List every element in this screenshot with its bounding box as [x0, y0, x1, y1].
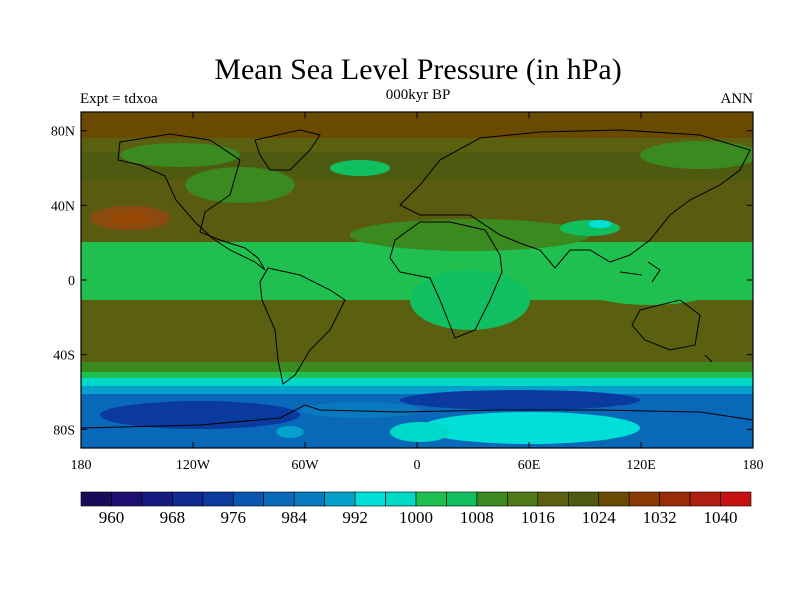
colorbar-label: 1000: [399, 508, 433, 527]
colorbar-swatch: [172, 491, 204, 507]
colorbar-label: 976: [221, 508, 247, 527]
lon-tick-label: 60E: [518, 458, 541, 473]
colorbar-label: 1016: [521, 508, 555, 527]
colorbar-swatch: [141, 491, 173, 507]
period-label: 000kyr BP: [385, 87, 451, 103]
experiment-label: Expt = tdxoa: [80, 91, 158, 107]
colorbar: 960 968 976 984 992 1000 1008 1016 1024 1032 1040: [80, 491, 752, 527]
colorbar-swatch: [507, 491, 539, 507]
lat-tick-label: 40N: [51, 199, 75, 214]
colorbar-swatch: [720, 491, 752, 507]
colorbar-label: 1032: [643, 508, 677, 527]
lat-tick-label: 0: [68, 274, 75, 289]
colorbar-swatch: [537, 491, 569, 507]
colorbar-swatch: [689, 491, 721, 507]
colorbar-swatch: [232, 491, 265, 507]
season-label: ANN: [720, 91, 754, 107]
colorbar-swatch: [567, 491, 600, 507]
colorbar-label: 1008: [460, 508, 494, 527]
lat-tick-label: 80N: [51, 125, 75, 140]
lon-tick-label: 60W: [291, 458, 319, 473]
pressure-field: [81, 112, 753, 448]
colorbar-label: 1040: [704, 508, 738, 527]
colorbar-swatch: [628, 491, 660, 507]
colorbar-label: 992: [342, 508, 368, 527]
colorbar-swatch: [324, 491, 356, 507]
lon-tick-label: 0: [414, 458, 421, 473]
colorbar-swatch: [415, 491, 447, 507]
lon-tick-label: 120E: [626, 458, 656, 473]
chart-title: Mean Sea Level Pressure (in hPa): [214, 53, 622, 86]
colorbar-swatch: [354, 491, 386, 507]
colorbar-swatch: [80, 491, 112, 507]
lat-tick-label: 80S: [53, 423, 75, 438]
colorbar-swatch: [446, 491, 478, 507]
lon-tick-label: 120W: [176, 458, 211, 473]
lon-tick-label: 180: [743, 458, 764, 473]
colorbar-label: 960: [99, 508, 125, 527]
colorbar-swatch: [202, 491, 234, 507]
lon-tick-label: 180: [71, 458, 92, 473]
colorbar-swatch: [598, 491, 630, 507]
colorbar-label: 1024: [582, 508, 617, 527]
axis-ticks: 80N 40N 0 40S 80S 180 120W 60W 0 60E 120E 180: [51, 112, 764, 473]
colorbar-swatch: [293, 491, 325, 507]
colorbar-swatch: [476, 491, 508, 507]
colorbar-swatch: [263, 491, 295, 507]
colorbar-swatch: [111, 491, 143, 507]
coastlines: [81, 129, 753, 429]
lat-tick-label: 40S: [53, 349, 75, 364]
colorbar-label: 968: [160, 508, 186, 527]
colorbar-swatch: [659, 491, 691, 507]
colorbar-swatch: [385, 491, 417, 507]
colorbar-label: 984: [281, 508, 307, 527]
